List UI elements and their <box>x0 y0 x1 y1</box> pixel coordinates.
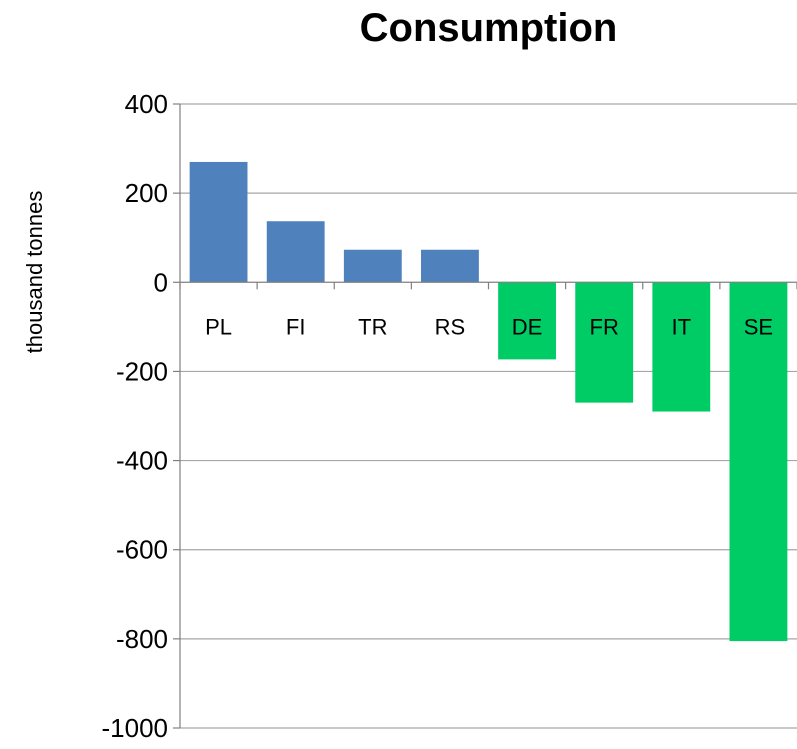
x-tick-label: SE <box>744 314 773 339</box>
y-tick-label: -600 <box>116 535 168 565</box>
y-tick-label: 400 <box>125 89 168 119</box>
axes <box>173 103 797 729</box>
bar <box>343 249 402 283</box>
x-tick-label: RS <box>435 314 466 339</box>
gridlines <box>180 103 797 729</box>
y-tick-label: -400 <box>116 446 168 476</box>
bar <box>189 161 248 283</box>
bar <box>729 282 788 642</box>
y-tick-label: -800 <box>116 624 168 654</box>
y-tick-label: 200 <box>125 178 168 208</box>
bar <box>498 282 556 360</box>
y-axis-label: thousand tonnes <box>22 191 47 354</box>
x-tick-label: DE <box>512 314 543 339</box>
labels: 400 200 0 -200 -400 -600 -800 -1000 thousand ton… <box>22 89 773 743</box>
bar <box>652 282 711 412</box>
x-tick-label: TR <box>358 314 387 339</box>
x-tick-label: IT <box>672 314 692 339</box>
bar <box>266 221 325 283</box>
x-tick-label: FR <box>590 314 619 339</box>
y-tick-label: 0 <box>154 267 168 297</box>
x-tick-label: FI <box>286 314 306 339</box>
y-tick-label: -200 <box>116 356 168 386</box>
bar <box>575 282 634 403</box>
x-tick-label: PL <box>205 314 232 339</box>
bars <box>189 161 788 642</box>
y-tick-label: -1000 <box>102 713 169 743</box>
chart-title: Consumption <box>359 6 618 50</box>
bar <box>421 249 479 283</box>
